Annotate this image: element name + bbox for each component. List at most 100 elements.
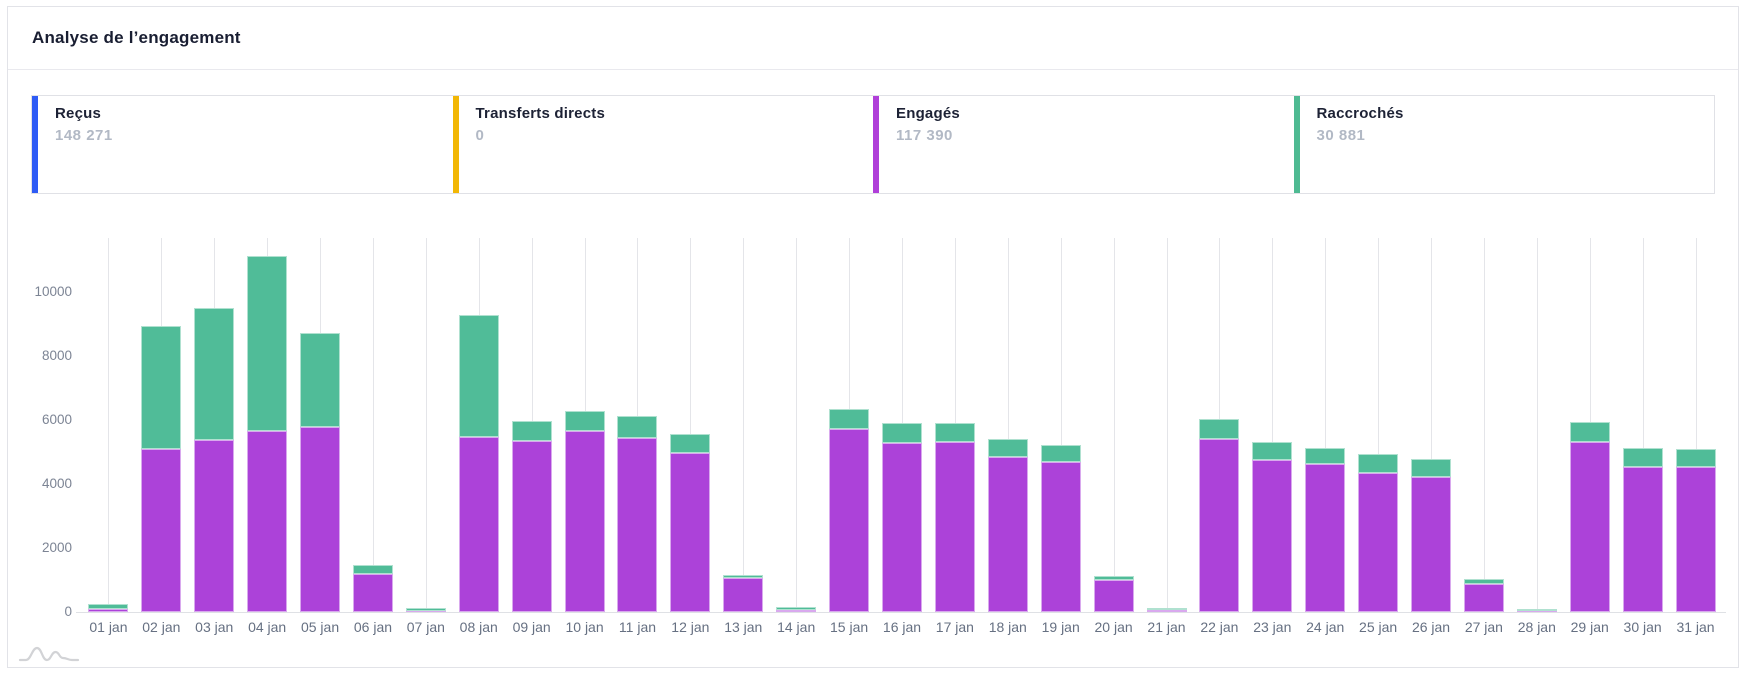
x-tick-label: 10 jan bbox=[565, 619, 604, 635]
bar-stack[interactable] bbox=[1622, 448, 1663, 612]
bar-stack[interactable] bbox=[934, 423, 975, 612]
bar-segment-raccroches[interactable] bbox=[247, 256, 288, 432]
bar-stack[interactable] bbox=[1411, 459, 1452, 612]
bar-segment-engages[interactable] bbox=[141, 449, 182, 612]
bar-segment-raccroches[interactable] bbox=[617, 416, 658, 439]
bar-stack[interactable] bbox=[1358, 454, 1399, 612]
bar-segment-engages[interactable] bbox=[1569, 442, 1610, 612]
bar-segment-raccroches[interactable] bbox=[1622, 448, 1663, 468]
bar-segment-engages[interactable] bbox=[1622, 467, 1663, 612]
bar-stack[interactable] bbox=[458, 315, 499, 612]
bar-segment-engages[interactable] bbox=[564, 431, 605, 612]
bar-segment-engages[interactable] bbox=[1675, 467, 1716, 612]
bar-stack[interactable] bbox=[405, 608, 446, 612]
stat-card-recus[interactable]: Reçus 148 271 bbox=[32, 96, 453, 193]
bar-segment-engages[interactable] bbox=[1516, 610, 1557, 612]
bar-segment-engages[interactable] bbox=[458, 437, 499, 612]
bar-segment-engages[interactable] bbox=[1252, 460, 1293, 612]
bar-stack[interactable] bbox=[1093, 575, 1134, 612]
bar-segment-engages[interactable] bbox=[1305, 464, 1346, 612]
bar-stack[interactable] bbox=[1305, 448, 1346, 612]
bar-segment-raccroches[interactable] bbox=[88, 604, 129, 610]
bar-segment-engages[interactable] bbox=[300, 427, 341, 612]
bar-segment-raccroches[interactable] bbox=[1146, 607, 1187, 611]
bar-segment-raccroches[interactable] bbox=[405, 608, 446, 611]
bar-segment-raccroches[interactable] bbox=[987, 439, 1028, 458]
bar-segment-raccroches[interactable] bbox=[934, 423, 975, 442]
bar-segment-engages[interactable] bbox=[511, 441, 552, 612]
bar-stack[interactable] bbox=[247, 256, 288, 612]
bar-segment-engages[interactable] bbox=[194, 440, 235, 612]
bar-stack[interactable] bbox=[617, 416, 658, 612]
bar-stack[interactable] bbox=[1516, 608, 1557, 612]
bar-segment-engages[interactable] bbox=[987, 457, 1028, 612]
bar-segment-engages[interactable] bbox=[881, 443, 922, 612]
bar-stack[interactable] bbox=[776, 607, 817, 612]
bar-segment-raccroches[interactable] bbox=[1411, 459, 1452, 478]
bar-segment-raccroches[interactable] bbox=[1516, 608, 1557, 611]
amcharts-logo-icon[interactable] bbox=[18, 639, 80, 670]
bar-segment-raccroches[interactable] bbox=[1199, 419, 1240, 440]
bar-segment-raccroches[interactable] bbox=[776, 607, 817, 611]
bar-stack[interactable] bbox=[1463, 579, 1504, 612]
bar-segment-raccroches[interactable] bbox=[1040, 445, 1081, 463]
bar-segment-engages[interactable] bbox=[829, 429, 870, 612]
bar-segment-engages[interactable] bbox=[1358, 473, 1399, 612]
bar-segment-engages[interactable] bbox=[1040, 462, 1081, 612]
bar-segment-raccroches[interactable] bbox=[670, 434, 711, 454]
bar-stack[interactable] bbox=[670, 434, 711, 612]
bar-segment-engages[interactable] bbox=[247, 431, 288, 612]
bar-stack[interactable] bbox=[88, 604, 129, 612]
bar-segment-raccroches[interactable] bbox=[511, 421, 552, 442]
bar-segment-engages[interactable] bbox=[1146, 610, 1187, 612]
bar-segment-engages[interactable] bbox=[1411, 477, 1452, 612]
bar-segment-raccroches[interactable] bbox=[1093, 575, 1134, 580]
bar-segment-engages[interactable] bbox=[405, 610, 446, 612]
bar-segment-raccroches[interactable] bbox=[1358, 454, 1399, 474]
bar-segment-engages[interactable] bbox=[934, 441, 975, 612]
bar-stack[interactable] bbox=[194, 307, 235, 612]
bar-segment-engages[interactable] bbox=[1199, 439, 1240, 612]
stat-card-transferts-directs[interactable]: Transferts directs 0 bbox=[452, 96, 874, 193]
bar-segment-engages[interactable] bbox=[617, 438, 658, 612]
bar-stack[interactable] bbox=[829, 409, 870, 612]
bar-stack[interactable] bbox=[564, 411, 605, 612]
bar-stack[interactable] bbox=[511, 421, 552, 612]
bar-segment-engages[interactable] bbox=[1463, 583, 1504, 612]
bar-segment-engages[interactable] bbox=[723, 578, 764, 612]
bar-stack[interactable] bbox=[1569, 422, 1610, 612]
chart-column: 14 jan bbox=[770, 238, 823, 635]
bar-segment-raccroches[interactable] bbox=[194, 307, 235, 441]
bar-stack[interactable] bbox=[352, 565, 393, 612]
bar-segment-raccroches[interactable] bbox=[564, 411, 605, 432]
bar-stack[interactable] bbox=[1199, 419, 1240, 612]
bar-segment-raccroches[interactable] bbox=[881, 423, 922, 444]
bar-stack[interactable] bbox=[1040, 445, 1081, 612]
bar-segment-raccroches[interactable] bbox=[1675, 449, 1716, 468]
bar-segment-raccroches[interactable] bbox=[1569, 422, 1610, 443]
bar-segment-engages[interactable] bbox=[776, 610, 817, 612]
bar-stack[interactable] bbox=[141, 326, 182, 612]
bar-segment-raccroches[interactable] bbox=[352, 565, 393, 574]
bar-stack[interactable] bbox=[1675, 449, 1716, 612]
bar-stack[interactable] bbox=[1146, 607, 1187, 612]
bar-segment-engages[interactable] bbox=[352, 574, 393, 612]
stat-card-raccroches[interactable]: Raccrochés 30 881 bbox=[1293, 96, 1715, 193]
bar-stack[interactable] bbox=[723, 575, 764, 612]
bar-segment-raccroches[interactable] bbox=[300, 333, 341, 428]
bar-segment-raccroches[interactable] bbox=[723, 575, 764, 579]
bar-segment-engages[interactable] bbox=[670, 453, 711, 612]
bar-segment-raccroches[interactable] bbox=[1463, 579, 1504, 584]
bar-segment-engages[interactable] bbox=[88, 609, 129, 612]
bar-segment-raccroches[interactable] bbox=[458, 315, 499, 438]
bar-stack[interactable] bbox=[1252, 442, 1293, 612]
bar-segment-raccroches[interactable] bbox=[141, 326, 182, 450]
bar-stack[interactable] bbox=[987, 439, 1028, 612]
stat-card-engages[interactable]: Engagés 117 390 bbox=[873, 96, 1294, 193]
bar-stack[interactable] bbox=[881, 423, 922, 612]
bar-segment-engages[interactable] bbox=[1093, 580, 1134, 612]
bar-segment-raccroches[interactable] bbox=[829, 409, 870, 430]
bar-segment-raccroches[interactable] bbox=[1305, 448, 1346, 464]
bar-segment-raccroches[interactable] bbox=[1252, 442, 1293, 461]
bar-stack[interactable] bbox=[300, 333, 341, 612]
